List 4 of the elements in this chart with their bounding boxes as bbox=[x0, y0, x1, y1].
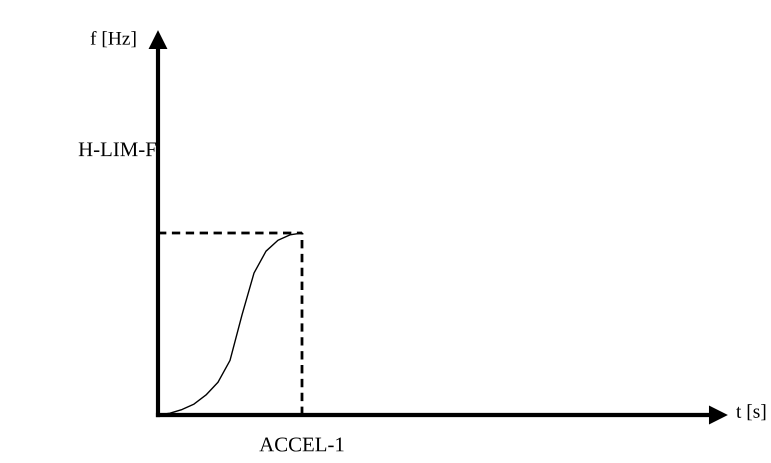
text: f [Hz] bbox=[90, 30, 136, 48]
text: ACCEL-1 bbox=[259, 438, 344, 452]
text: t [s] bbox=[736, 404, 766, 420]
ref-line-label: H-LIM-F bbox=[78, 142, 156, 156]
